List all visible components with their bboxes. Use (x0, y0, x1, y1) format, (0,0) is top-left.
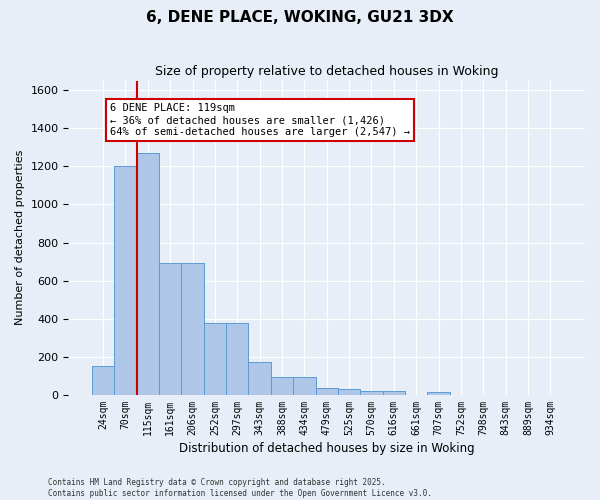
Bar (226, 324, 248, 395)
Bar (137, 153, 159, 395)
Bar (204, 324, 226, 395)
Bar (316, 388, 338, 395)
X-axis label: Distribution of detached houses by size in Woking: Distribution of detached houses by size … (179, 442, 475, 455)
Bar (338, 389, 360, 395)
Bar (114, 166, 137, 395)
Bar (159, 264, 181, 395)
Bar (248, 362, 271, 395)
Text: Contains HM Land Registry data © Crown copyright and database right 2025.
Contai: Contains HM Land Registry data © Crown c… (48, 478, 432, 498)
Bar (427, 392, 450, 395)
Bar (181, 264, 204, 395)
Text: 6, DENE PLACE, WOKING, GU21 3DX: 6, DENE PLACE, WOKING, GU21 3DX (146, 10, 454, 25)
Bar (360, 391, 383, 395)
Text: 6 DENE PLACE: 119sqm
← 36% of detached houses are smaller (1,426)
64% of semi-de: 6 DENE PLACE: 119sqm ← 36% of detached h… (110, 104, 410, 136)
Bar (92, 366, 114, 395)
Title: Size of property relative to detached houses in Woking: Size of property relative to detached ho… (155, 65, 499, 78)
Bar (271, 377, 293, 395)
Bar (293, 377, 316, 395)
Y-axis label: Number of detached properties: Number of detached properties (15, 150, 25, 326)
Bar (383, 391, 405, 395)
